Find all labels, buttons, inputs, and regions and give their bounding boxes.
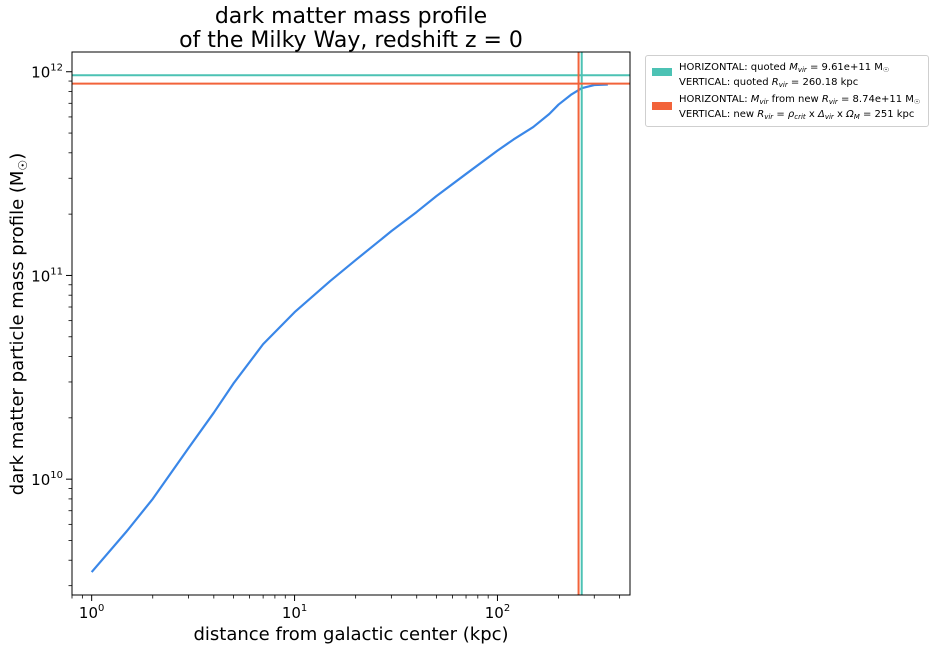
y-tick-label-1: 1011 [31, 266, 63, 285]
y-axis-label-sun: ☉ [16, 160, 30, 171]
x-tick-label-2: 102 [485, 603, 510, 622]
plot-area [72, 52, 630, 595]
y-tick-label-0: 1010 [31, 470, 63, 489]
x-tick-label-0: 100 [79, 603, 104, 622]
legend-swatch-new [652, 102, 672, 110]
chart-title-line-2: of the Milky Way, redshift z = 0 [179, 28, 523, 53]
legend-text-quoted: HORIZONTAL: quoted Mvir = 9.61e+11 M☉ VE… [679, 60, 889, 90]
legend-new-line-1: HORIZONTAL: Mvir from new Rvir = 8.74e+1… [679, 94, 921, 106]
legend: HORIZONTAL: quoted Mvir = 9.61e+11 M☉ VE… [645, 55, 929, 127]
y-tick-label-2: 1012 [31, 63, 63, 82]
chart-title-line-1: dark matter mass profile [215, 4, 487, 29]
legend-quoted-line-1: HORIZONTAL: quoted Mvir = 9.61e+11 M☉ [679, 62, 890, 74]
legend-swatch-quoted [652, 68, 672, 76]
x-tick-label-1: 101 [282, 603, 307, 622]
series-line-0 [90, 83, 608, 573]
axis-ticks: 100 101 102 1010 1011 1012 [31, 63, 621, 622]
y-axis-label: dark matter particle mass profile (M☉) [7, 153, 30, 495]
legend-text-new: HORIZONTAL: Mvir from new Rvir = 8.74e+1… [679, 92, 920, 122]
plot-marks [72, 52, 630, 595]
x-axis-label: distance from galactic center (kpc) [193, 624, 508, 645]
legend-new-line-2: VERTICAL: new Rvir = ρcrit x Δvir x ΩM =… [679, 109, 915, 121]
legend-quoted-line-2: VERTICAL: quoted Rvir = 260.18 kpc [679, 77, 859, 89]
plot-frame [71, 51, 631, 596]
